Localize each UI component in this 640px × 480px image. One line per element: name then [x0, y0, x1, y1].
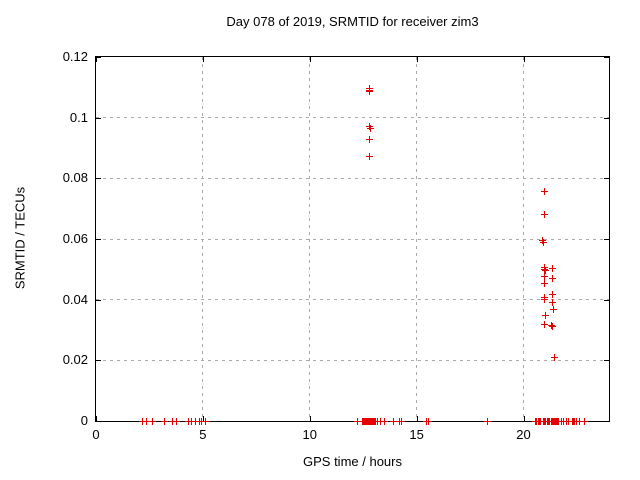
- y-tick-mark-right: [604, 117, 609, 119]
- data-point: [365, 122, 373, 130]
- y-tick-mark-right: [604, 421, 609, 422]
- data-point: [366, 88, 374, 96]
- data-point: [376, 417, 384, 425]
- plot-area: [95, 56, 610, 425]
- data-point: [191, 417, 199, 425]
- x-axis-label: GPS time / hours: [303, 454, 402, 469]
- data-point: [541, 295, 549, 303]
- data-point: [188, 417, 196, 425]
- x-tick-label: 10: [302, 427, 317, 442]
- y-tick-mark: [96, 421, 101, 422]
- data-point: [576, 417, 583, 425]
- data-point: [366, 152, 374, 160]
- y-tick-mark: [96, 178, 101, 180]
- y-tick-mark-right: [604, 239, 609, 240]
- x-tick-label: 20: [516, 427, 531, 442]
- gridline-horizontal: [96, 117, 609, 119]
- x-tick-mark: [202, 416, 204, 421]
- y-tick-label: 0.04: [62, 291, 88, 307]
- data-point: [366, 124, 374, 132]
- x-tick-mark: [416, 416, 418, 421]
- gridline-horizontal: [96, 359, 609, 361]
- data-point: [565, 417, 573, 425]
- data-point: [161, 417, 169, 425]
- y-tick-mark-right: [604, 178, 609, 180]
- y-tick-label: 0.02: [62, 352, 88, 368]
- data-point: [548, 265, 556, 273]
- data-point: [483, 417, 491, 425]
- data-point: [539, 238, 547, 246]
- data-point: [549, 322, 557, 330]
- y-tick-mark-right: [604, 299, 609, 301]
- data-point: [389, 417, 397, 425]
- data-point: [548, 298, 556, 306]
- y-tick-mark-right: [604, 360, 609, 362]
- data-point: [548, 290, 556, 298]
- chart-title: Day 078 of 2019, SRMTID for receiver zim…: [226, 14, 479, 29]
- gridline-horizontal: [96, 177, 609, 179]
- data-point: [148, 417, 156, 425]
- data-point: [540, 210, 548, 218]
- data-point: [581, 417, 589, 425]
- data-point: [550, 353, 558, 361]
- data-point: [549, 305, 557, 313]
- x-tick-mark-top: [202, 57, 204, 62]
- x-tick-mark-top: [416, 57, 418, 62]
- data-point: [541, 265, 549, 273]
- data-point: [542, 312, 550, 320]
- y-tick-mark: [96, 299, 101, 301]
- y-tick-label: 0.06: [62, 231, 88, 246]
- data-point: [542, 266, 550, 274]
- data-point: [173, 417, 181, 425]
- y-tick-label: 0.08: [62, 170, 88, 186]
- y-tick-label: 0: [80, 413, 88, 428]
- y-tick-label: 0.12: [62, 49, 88, 64]
- gridline-horizontal: [96, 238, 609, 240]
- y-tick-mark-right: [604, 57, 609, 58]
- data-point: [201, 417, 209, 425]
- y-tick-mark: [96, 57, 101, 58]
- x-tick-mark: [96, 416, 97, 421]
- data-point: [540, 188, 548, 196]
- data-point: [139, 417, 147, 425]
- data-point: [548, 274, 556, 282]
- x-tick-mark-top: [96, 57, 97, 62]
- data-point: [548, 321, 555, 329]
- x-tick-mark-top: [309, 57, 311, 62]
- data-point: [168, 417, 176, 425]
- y-tick-mark: [96, 117, 101, 119]
- y-tick-mark: [96, 239, 101, 240]
- y-tick-mark: [96, 360, 101, 362]
- data-point: [142, 417, 150, 425]
- data-point: [539, 237, 547, 245]
- data-point: [425, 417, 433, 425]
- y-tick-label: 0.1: [69, 109, 88, 125]
- x-tick-label: 5: [199, 427, 207, 442]
- data-point: [398, 417, 406, 425]
- data-point: [540, 280, 548, 288]
- data-point: [353, 417, 361, 425]
- data-point: [197, 417, 205, 425]
- x-tick-mark: [523, 416, 525, 421]
- x-tick-mark: [309, 416, 311, 421]
- x-tick-label: 15: [409, 427, 424, 442]
- data-point: [366, 136, 374, 144]
- gridline-horizontal: [96, 299, 609, 301]
- data-point: [540, 321, 548, 329]
- data-point: [540, 272, 548, 280]
- data-point: [380, 417, 388, 425]
- data-point: [540, 293, 548, 301]
- x-tick-mark-top: [523, 57, 525, 62]
- x-tick-label: 0: [92, 427, 100, 442]
